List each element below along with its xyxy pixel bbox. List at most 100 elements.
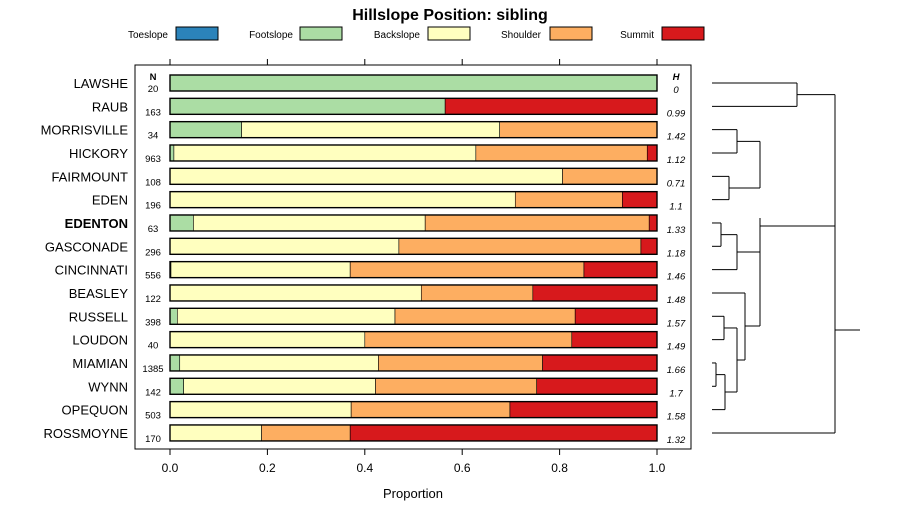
row-label-beasley: BEASLEY	[69, 286, 129, 301]
bar-gasconade-backslope	[169, 238, 400, 255]
row-label-eden: EDEN	[92, 193, 128, 208]
bar-outline-cincinnati	[169, 260, 658, 279]
bar-outline-gasconade	[169, 237, 658, 256]
bar-outline-fairmount	[169, 167, 658, 186]
bar-outline-eden	[169, 190, 658, 209]
bar-outline-loudon	[169, 330, 658, 349]
row-label-wynn: WYNN	[88, 379, 128, 394]
bar-russell-summit	[574, 307, 658, 325]
bar-outline-rossmoyne	[169, 424, 658, 442]
bar-outline-edenton	[169, 214, 658, 232]
bar-miamian-backslope	[179, 354, 379, 372]
bar-morrisville-shoulder	[499, 121, 658, 138]
n-value-russell: 398	[145, 317, 161, 328]
bar-raub-summit	[444, 98, 658, 115]
x-axis: 0.0 0.2 0.4 0.6 0.8 1.0	[162, 59, 666, 475]
legend-swatch-summit	[661, 26, 705, 41]
legend-label-toeslope: Toeslope	[128, 30, 168, 41]
n-value-morrisville: 34	[148, 131, 159, 142]
bar-rossmoyne-summit	[349, 424, 658, 442]
row-label-fairmount: FAIRMOUNT	[51, 169, 128, 184]
n-value-gasconade: 296	[145, 247, 161, 258]
row-label-cincinnati: CINCINNATI	[55, 263, 128, 278]
n-value-cincinnati: 556	[145, 271, 161, 282]
row-label-miamian: MIAMIAN	[72, 356, 128, 371]
bar-opequon-shoulder	[350, 401, 511, 418]
bar-russell-footslope	[169, 307, 178, 325]
bar-beasley-summit	[532, 284, 658, 302]
h-value-morrisville: 1.42	[667, 132, 686, 143]
h-value-raub: 0.99	[667, 108, 686, 119]
n-value-beasley: 122	[145, 294, 161, 305]
bar-eden-backslope	[169, 191, 516, 208]
legend: Toeslope Footslope Backslope Shoulder Summit	[128, 26, 705, 41]
n-value-fairmount: 108	[145, 177, 161, 188]
row-label-russell: RUSSELL	[69, 309, 128, 324]
bar-wynn-backslope	[183, 377, 376, 395]
x-tick-label-0: 0.0	[162, 461, 179, 475]
bar-rossmoyne-shoulder	[261, 424, 351, 442]
bar-russell-shoulder	[394, 307, 576, 325]
bar-outline-miamian	[169, 354, 658, 372]
row-label-rossmoyne: ROSSMOYNE	[43, 426, 128, 441]
h-value-opequon: 1.58	[667, 412, 686, 423]
bar-morrisville-footslope	[169, 121, 242, 138]
n-value-hickory: 963	[145, 154, 161, 165]
bar-outline-opequon	[169, 400, 658, 419]
bar-edenton-backslope	[193, 214, 426, 232]
n-header: N	[150, 72, 157, 83]
bar-cincinnati-shoulder	[349, 261, 585, 278]
bar-cincinnati-summit	[583, 261, 658, 278]
bar-eden-shoulder	[514, 191, 623, 208]
row-label-opequon: OPEQUON	[62, 403, 128, 418]
row-label-raub: RAUB	[92, 99, 128, 114]
h-value-loudon: 1.49	[667, 342, 686, 353]
legend-label-summit: Summit	[620, 30, 654, 41]
x-axis-title: Proportion	[383, 486, 443, 501]
row-label-edenton: EDENTON	[65, 216, 128, 231]
n-value-opequon: 503	[145, 411, 161, 422]
n-value-edenton: 63	[148, 224, 159, 235]
bar-hickory-backslope	[173, 144, 477, 162]
bar-area	[169, 74, 658, 442]
row-label-morrisville: MORRISVILLE	[41, 123, 129, 138]
x-tick-label-5: 1.0	[649, 461, 666, 475]
bar-miamian-shoulder	[378, 354, 543, 372]
bar-rossmoyne-backslope	[169, 424, 262, 442]
bar-eden-summit	[622, 191, 658, 208]
h-value-eden: 1.1	[669, 202, 682, 213]
bar-gasconade-summit	[640, 238, 658, 255]
bar-miamian-summit	[542, 354, 658, 372]
bar-edenton-summit	[648, 214, 658, 232]
legend-label-backslope: Backslope	[374, 30, 421, 41]
row-label-gasconade: GASCONADE	[45, 239, 128, 254]
bar-outline-morrisville	[169, 120, 658, 139]
bar-hickory-shoulder	[475, 144, 648, 162]
bar-opequon-summit	[509, 401, 658, 418]
bar-lawshe-footslope	[169, 74, 658, 92]
bar-beasley-shoulder	[420, 284, 534, 302]
h-header: H	[673, 72, 681, 83]
bar-morrisville-backslope	[241, 121, 500, 138]
bar-fairmount-backslope	[169, 168, 563, 185]
x-tick-label-4: 0.8	[551, 461, 568, 475]
bar-russell-backslope	[177, 307, 396, 325]
row-label-hickory: HICKORY	[69, 146, 128, 161]
bar-loudon-backslope	[169, 331, 366, 348]
h-value-lawshe: 0	[673, 85, 679, 96]
bar-outline-beasley	[169, 284, 658, 302]
dendrogram	[712, 82, 860, 434]
row-labels: LAWSHE 20 0 RAUB 163 0.99 MORRISVILLE 34 1.42 HIC…	[41, 76, 686, 446]
n-value-rossmoyne: 170	[145, 434, 161, 445]
h-value-russell: 1.57	[667, 318, 686, 329]
bar-outline-raub	[169, 97, 658, 116]
h-value-gasconade: 1.18	[667, 248, 686, 259]
legend-label-footslope: Footslope	[249, 30, 293, 41]
legend-swatch-footslope	[299, 26, 343, 41]
bar-outline-lawshe	[169, 74, 658, 92]
bar-cincinnati-backslope	[170, 261, 351, 278]
n-value-eden: 196	[145, 201, 161, 212]
bar-loudon-summit	[571, 331, 658, 348]
legend-swatch-toeslope	[175, 26, 219, 41]
